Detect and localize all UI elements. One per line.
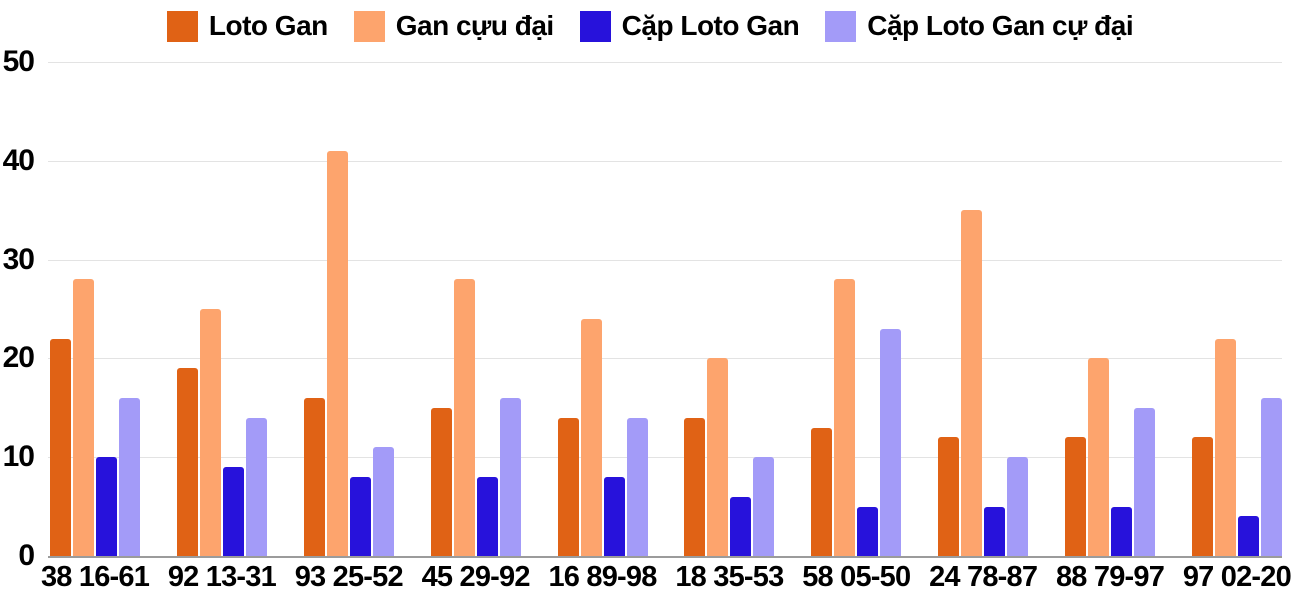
bar-group: [557, 62, 648, 556]
bar: [961, 210, 983, 556]
bar: [176, 368, 198, 556]
legend-swatch-icon: [579, 10, 611, 42]
bar-group: [176, 62, 267, 556]
x-axis-label: 93 25-52: [294, 561, 404, 593]
y-axis-tick-label: 20: [2, 341, 35, 375]
bar: [857, 507, 879, 556]
bar-group: [430, 62, 521, 556]
x-axis-labels: 38 16-61 92 13-31 93 25-52 45 29-92 16 89-98…: [41, 560, 1292, 594]
bar: [349, 477, 371, 556]
bar: [303, 398, 325, 556]
bar: [1007, 457, 1029, 556]
legend-swatch-icon: [166, 10, 198, 42]
bar: [245, 418, 267, 556]
bar: [684, 418, 706, 556]
legend-label: Gan cựu đại: [395, 10, 554, 41]
bar: [326, 151, 348, 556]
bar: [626, 418, 648, 556]
bar: [50, 339, 71, 556]
bar-group: [1191, 62, 1282, 556]
x-axis-label: 38 16-61: [40, 561, 150, 593]
gridline: [48, 358, 1282, 360]
bar: [730, 497, 752, 556]
chart-legend: Loto Gan Gan cựu đại Cặp Loto Gan Cặp Loto …: [0, 10, 1300, 42]
bar: [499, 398, 521, 556]
bar: [1088, 358, 1109, 556]
bar-group: [50, 62, 140, 556]
y-axis-tick-label: 40: [2, 143, 35, 177]
bar-group: [938, 62, 1029, 556]
bar-group: [303, 62, 394, 556]
x-axis-label-cell: 97 02-20: [1183, 560, 1292, 594]
x-axis-label: 97 02-20: [1182, 561, 1292, 593]
gridline: [48, 259, 1282, 261]
bar: [1065, 437, 1086, 556]
x-axis-label-cell: 16 89-98: [548, 560, 657, 594]
x-axis-label-cell: 88 79-97: [1056, 560, 1165, 594]
bar: [557, 418, 579, 556]
x-axis-label-cell: 58 05-50: [802, 560, 911, 594]
legend-label: Cặp Loto Gan: [621, 10, 800, 41]
bar: [372, 447, 394, 556]
bar: [834, 279, 856, 556]
bar-group: [1065, 62, 1155, 556]
bar: [880, 329, 902, 556]
x-axis-baseline: [48, 556, 1282, 558]
legend-item[interactable]: Loto Gan: [166, 10, 328, 42]
x-axis-label: 58 05-50: [802, 561, 911, 593]
bar: [430, 408, 452, 556]
gridline: [48, 62, 1282, 63]
legend-swatch-icon: [825, 10, 857, 42]
bar: [199, 309, 221, 556]
bar: [1260, 398, 1282, 556]
legend-swatch-icon: [353, 10, 385, 42]
bar-group: [811, 62, 902, 556]
x-axis-label-cell: 18 35-53: [675, 560, 784, 594]
legend-label: Loto Gan: [208, 10, 328, 41]
bar: [1134, 408, 1155, 556]
gridline: [48, 457, 1282, 459]
x-axis-label: 24 78-87: [929, 561, 1038, 593]
legend-item[interactable]: Cặp Loto Gan: [579, 10, 800, 42]
legend-item[interactable]: Cặp Loto Gan cự đại: [825, 10, 1134, 42]
x-axis-label-cell: 24 78-87: [929, 560, 1038, 594]
x-axis-label-cell: 45 29-92: [422, 560, 531, 594]
x-axis-label: 16 89-98: [548, 561, 657, 593]
legend-item[interactable]: Gan cựu đại: [353, 10, 554, 42]
x-axis-label-cell: 38 16-61: [41, 560, 150, 594]
bar-group: [684, 62, 775, 556]
bar: [811, 428, 833, 556]
y-axis-tick-label: 0: [18, 539, 35, 572]
y-axis-tick-label: 50: [2, 45, 35, 78]
bar: [1214, 339, 1236, 556]
gridline: [48, 160, 1282, 162]
bar: [222, 467, 244, 556]
x-axis-label-cell: 92 13-31: [168, 560, 277, 594]
bar: [938, 437, 960, 556]
bar: [1111, 507, 1132, 556]
x-axis-label: 18 35-53: [675, 561, 784, 593]
bar: [119, 398, 140, 556]
x-axis-label: 92 13-31: [167, 561, 277, 593]
bar: [476, 477, 498, 556]
bar: [984, 507, 1006, 556]
bar: [1191, 437, 1213, 556]
bar: [580, 319, 602, 556]
bar: [1237, 516, 1259, 556]
bar-groups: [50, 62, 1282, 556]
y-axis-tick-label: 10: [2, 440, 35, 474]
x-axis-label-cell: 93 25-52: [295, 560, 404, 594]
x-axis-label: 88 79-97: [1055, 561, 1165, 593]
bar: [73, 279, 94, 556]
x-axis-label: 45 29-92: [421, 561, 531, 593]
bar: [707, 358, 729, 556]
legend-label: Cặp Loto Gan cự đại: [867, 10, 1134, 41]
bar: [96, 457, 117, 556]
y-axis-tick-label: 30: [2, 242, 35, 276]
bar: [453, 279, 475, 556]
bar: [753, 457, 775, 556]
bar: [603, 477, 625, 556]
